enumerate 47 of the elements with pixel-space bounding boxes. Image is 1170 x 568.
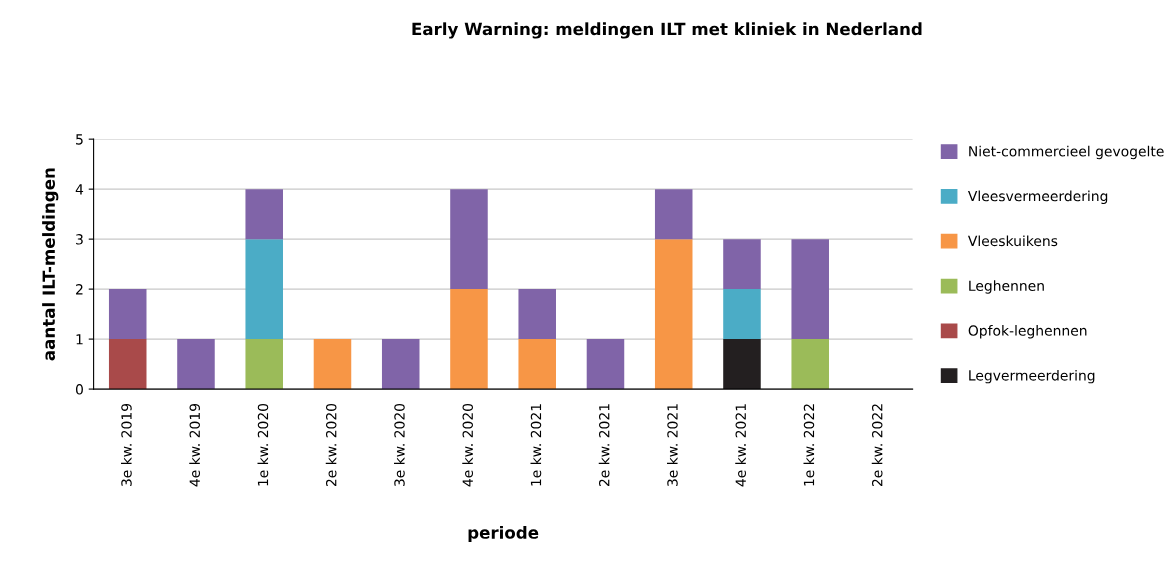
y-axis-title: aantal ILT-meldingen bbox=[42, 168, 59, 361]
bar bbox=[381, 339, 420, 390]
bar bbox=[450, 189, 488, 290]
bar bbox=[108, 289, 147, 340]
bar bbox=[518, 339, 556, 390]
x-tick-label: 4e kw. 2019 bbox=[189, 403, 200, 487]
bar bbox=[450, 289, 488, 390]
y-tick-label: 5 bbox=[76, 134, 83, 145]
x-tick-label: 1e kw. 2022 bbox=[803, 404, 815, 486]
y-tick-label: 3 bbox=[76, 234, 83, 245]
x-tick-label: 4e kw. 2020 bbox=[462, 403, 473, 487]
bar bbox=[723, 339, 761, 390]
x-tick-label: 3e kw. 2020 bbox=[394, 403, 405, 487]
bar bbox=[245, 239, 283, 340]
bar bbox=[654, 239, 693, 390]
legend-label: Vleeskuikens bbox=[967, 235, 1058, 247]
legend-label: Legvermeerdering bbox=[969, 369, 1095, 384]
bar bbox=[586, 339, 625, 390]
bar bbox=[245, 189, 283, 240]
x-tick-label: 2e kw. 2022 bbox=[871, 404, 883, 487]
chart-title: Early Warning: meldingen ILT met kliniek in Nederland bbox=[412, 22, 922, 39]
bar bbox=[791, 239, 829, 340]
bar bbox=[723, 239, 761, 290]
x-axis-title: periode bbox=[468, 525, 539, 543]
legend-label: Opfok-leghennen bbox=[968, 325, 1087, 339]
bar bbox=[723, 289, 761, 340]
bar bbox=[654, 189, 693, 240]
x-tick-label: 3e kw. 2021 bbox=[667, 404, 678, 487]
bar bbox=[108, 339, 147, 390]
x-tick-label: 3e kw. 2019 bbox=[121, 403, 132, 487]
bar bbox=[245, 339, 283, 390]
legend-label: Leghennen bbox=[969, 280, 1044, 294]
x-tick-label: 1e kw. 2020 bbox=[257, 403, 269, 486]
x-tick-label: 2e kw. 2021 bbox=[598, 404, 610, 487]
legend-label: Vleesvermeerdering bbox=[967, 190, 1108, 205]
y-tick-label: 1 bbox=[76, 334, 83, 345]
y-tick-label: 0 bbox=[75, 384, 83, 395]
y-tick-label: 4 bbox=[75, 184, 84, 195]
bar bbox=[313, 339, 352, 390]
bar bbox=[791, 339, 829, 390]
x-tick-label: 2e kw. 2020 bbox=[325, 403, 337, 487]
y-tick-label: 2 bbox=[76, 284, 83, 295]
x-tick-label: 1e kw. 2021 bbox=[530, 404, 542, 486]
x-tick-label: 4e kw. 2021 bbox=[735, 404, 746, 487]
bar bbox=[177, 339, 215, 390]
bar bbox=[518, 289, 556, 340]
legend-label: Niet-commercieel gevogelte bbox=[969, 145, 1164, 160]
